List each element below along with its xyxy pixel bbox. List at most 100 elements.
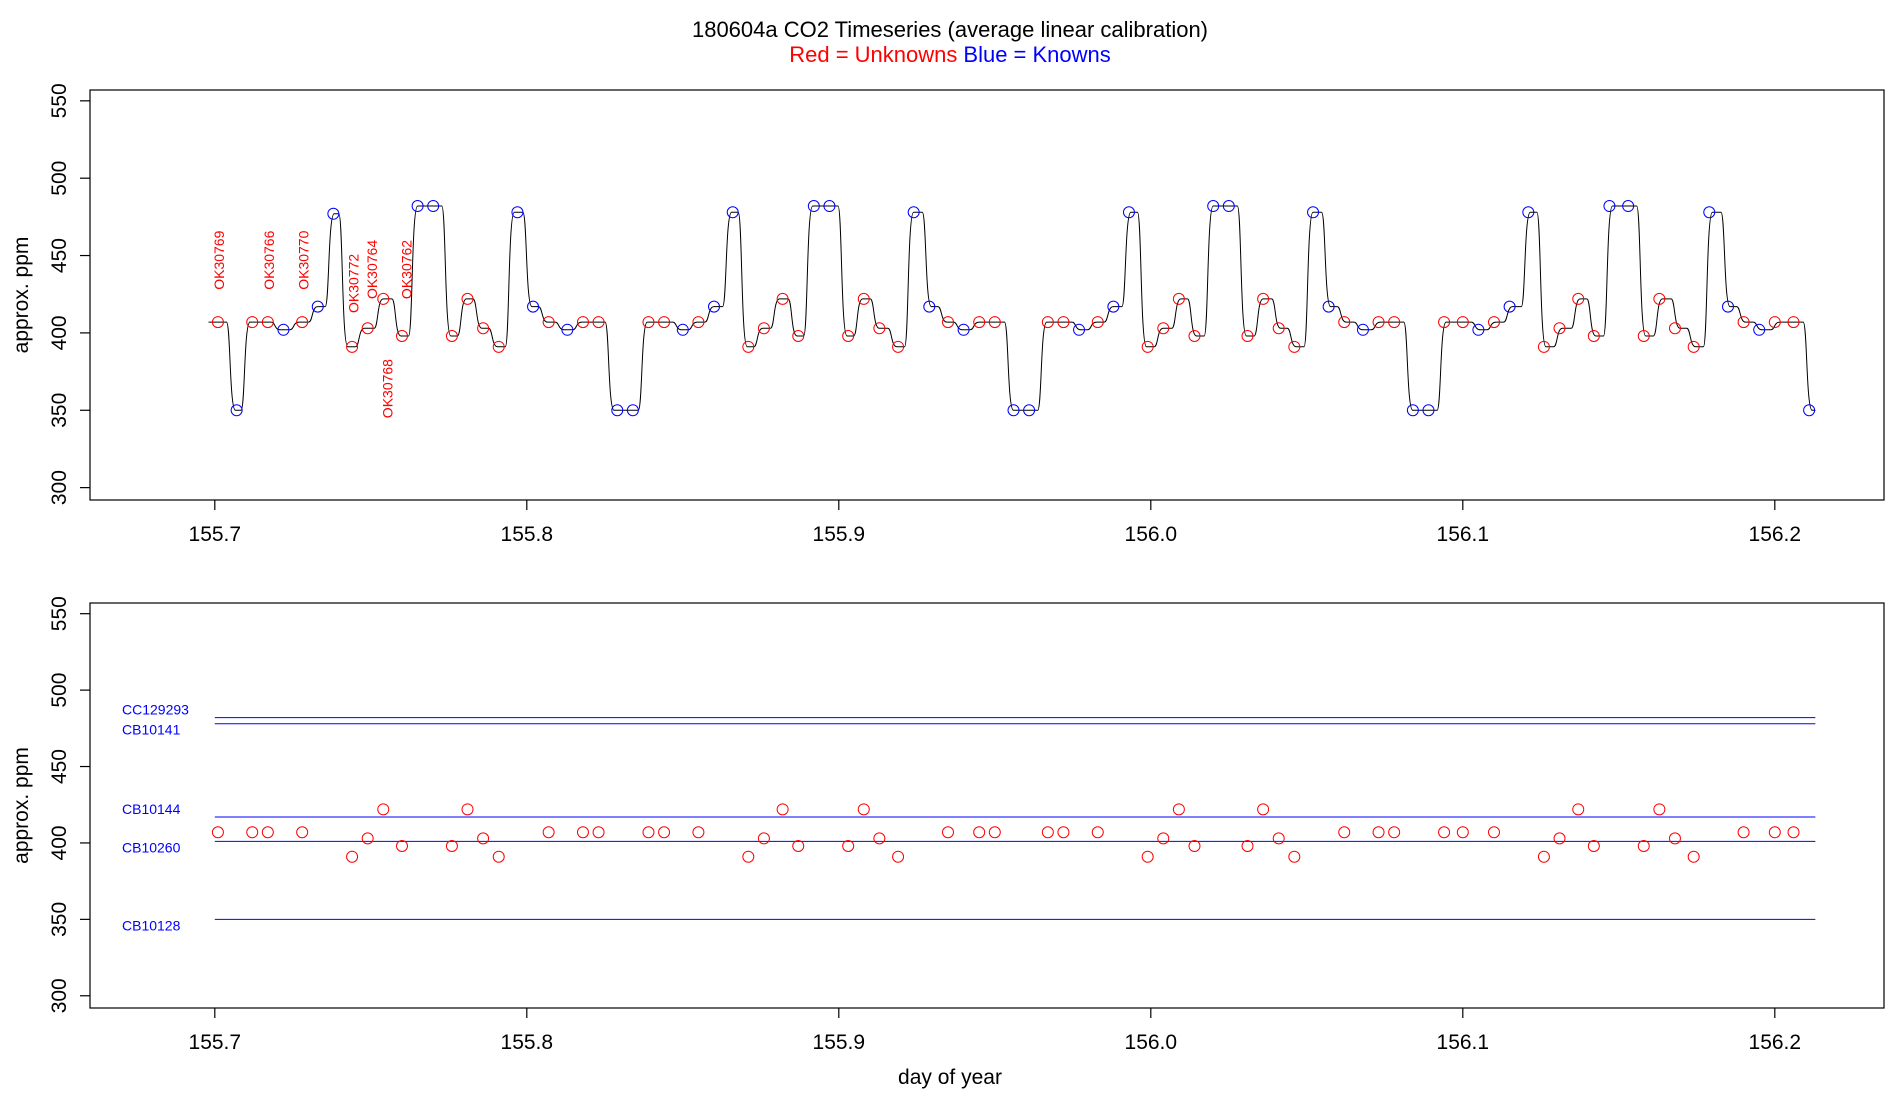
bottom-unknown-point xyxy=(1172,803,1185,816)
top-known-point xyxy=(327,207,340,220)
top-y-tick-label: 350 xyxy=(48,393,71,428)
top-known-point xyxy=(277,323,290,336)
bottom-unknown-point xyxy=(377,803,390,816)
bottom-unknown-point xyxy=(445,840,458,852)
top-y-tick-label: 500 xyxy=(48,161,71,196)
subtitle-knowns: Blue = Knowns xyxy=(963,42,1110,67)
top-unknown-point xyxy=(792,330,805,342)
top-y-tick-label: 400 xyxy=(48,315,71,350)
top-known-point xyxy=(427,200,440,213)
bottom-x-tick-label: 156.2 xyxy=(1749,1031,1802,1054)
top-x-tick-label: 156.2 xyxy=(1749,523,1802,546)
bottom-y-tick-label: 450 xyxy=(48,749,71,784)
top-unknown-point xyxy=(1041,316,1054,329)
top-known-point xyxy=(1007,404,1020,417)
top-known-point xyxy=(907,206,920,219)
top-unknown-point xyxy=(1272,322,1285,335)
bottom-plot-frame xyxy=(89,602,1885,1009)
top-known-point xyxy=(1622,200,1635,213)
top-known-point xyxy=(1503,300,1516,313)
top-known-point xyxy=(823,200,836,213)
top-unknown-point xyxy=(1768,316,1781,329)
bottom-unknown-point xyxy=(642,826,655,839)
top-sample-annotation: OK30762 xyxy=(398,240,414,299)
top-known-point xyxy=(1603,200,1616,213)
top-sample-annotation: OK30764 xyxy=(364,240,380,299)
top-unknown-point xyxy=(1288,340,1301,353)
top-known-point xyxy=(1307,206,1320,219)
top-unknown-point xyxy=(1456,316,1469,329)
top-x-tick-label: 156.0 xyxy=(1125,523,1178,546)
top-unknown-point xyxy=(1488,316,1500,329)
top-unknown-point xyxy=(1787,316,1800,329)
bottom-reference-label: CC129293 xyxy=(122,702,189,718)
bottom-unknown-point xyxy=(1653,803,1666,816)
bottom-unknown-point xyxy=(1141,850,1154,863)
top-unknown-point xyxy=(742,340,755,353)
bottom-unknown-point xyxy=(973,826,986,839)
bottom-x-tick-label: 155.9 xyxy=(813,1031,866,1054)
top-unknown-point xyxy=(642,316,655,329)
top-unknown-point xyxy=(477,322,490,335)
bottom-unknown-point xyxy=(296,826,309,839)
bottom-unknown-point xyxy=(892,850,905,863)
top-known-point xyxy=(1703,206,1716,219)
bottom-unknown-point xyxy=(592,826,605,839)
top-unknown-point xyxy=(361,322,374,335)
x-axis-label: day of year xyxy=(898,1066,1002,1089)
bottom-y-tick-label: 500 xyxy=(48,673,71,708)
bottom-y-tick-label: 550 xyxy=(48,596,71,631)
bottom-unknown-point xyxy=(1787,826,1800,839)
top-unknown-point xyxy=(1637,330,1650,342)
bottom-unknown-point xyxy=(1157,832,1170,845)
bottom-unknown-point xyxy=(776,803,789,816)
bottom-unknown-point xyxy=(1188,840,1201,852)
top-unknown-point xyxy=(658,316,671,329)
bottom-unknown-point xyxy=(1668,832,1681,845)
top-unknown-point xyxy=(1257,292,1270,305)
top-known-point xyxy=(511,206,524,219)
bottom-unknown-point xyxy=(477,832,490,845)
top-unknown-point xyxy=(1553,322,1566,335)
top-known-point xyxy=(708,300,720,313)
bottom-reference-label: CB10141 xyxy=(122,722,181,738)
top-unknown-point xyxy=(461,292,474,305)
bottom-unknown-point xyxy=(1388,826,1401,839)
top-unknown-point xyxy=(445,330,458,342)
top-known-point xyxy=(1406,404,1419,417)
bottom-unknown-point xyxy=(942,826,954,839)
top-unknown-point xyxy=(776,292,789,305)
bottom-unknown-point xyxy=(1288,850,1301,863)
bottom-unknown-point xyxy=(1241,840,1254,852)
bottom-unknown-point xyxy=(1553,832,1566,845)
top-known-point xyxy=(561,323,574,336)
chart-subtitle: Red = Unknowns Blue = Knowns xyxy=(789,42,1111,67)
top-known-point xyxy=(411,200,424,213)
top-known-point xyxy=(1107,300,1120,313)
top-unknown-point xyxy=(757,322,770,335)
bottom-unknown-point xyxy=(1737,826,1750,839)
bottom-panel-references: 155.7 155.8 155.9 156.0 156.1 156.2 300 350 400 4… xyxy=(10,596,1885,1054)
bottom-unknown-point xyxy=(757,832,770,845)
top-unknown-point xyxy=(988,316,1001,329)
bottom-unknown-point xyxy=(542,826,555,839)
top-unknown-point xyxy=(542,316,555,329)
bottom-unknown-point xyxy=(1537,850,1550,863)
bottom-reference-label: CB10144 xyxy=(122,801,181,817)
top-unknown-point xyxy=(1141,340,1154,353)
top-x-tick-label: 155.7 xyxy=(189,523,242,546)
bottom-unknown-point xyxy=(792,840,805,852)
bottom-y-tick-label: 350 xyxy=(48,902,71,937)
top-unknown-point xyxy=(1338,316,1351,329)
top-unknown-point xyxy=(1537,340,1550,353)
top-y-tick-label: 300 xyxy=(48,470,71,505)
top-unknown-point xyxy=(592,316,605,329)
top-unknown-point xyxy=(296,316,309,329)
top-known-point xyxy=(726,206,739,219)
top-known-point xyxy=(1073,323,1086,336)
bottom-unknown-point xyxy=(742,850,755,863)
bottom-unknown-point xyxy=(1372,826,1385,839)
top-unknown-point xyxy=(396,330,408,342)
top-panel-timeseries: 155.7 155.8 155.9 156.0 156.1 156.2 300 350 400 4… xyxy=(10,83,1885,546)
top-known-point xyxy=(1422,404,1435,417)
